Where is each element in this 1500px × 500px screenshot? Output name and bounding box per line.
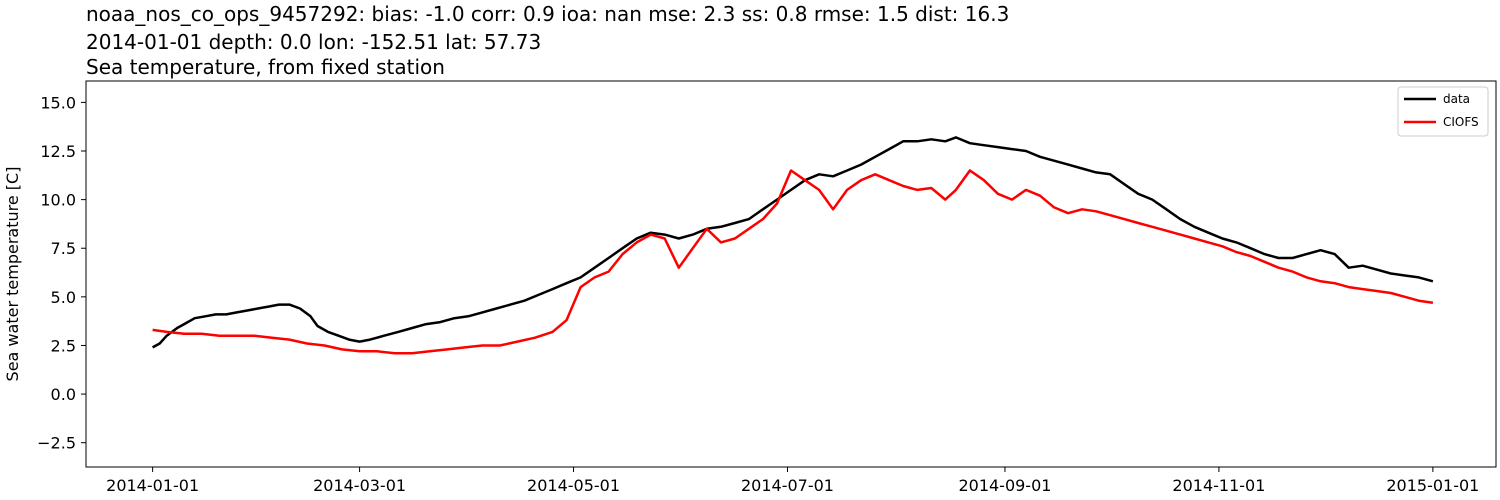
x-tick-label: 2014-05-01 [527,476,620,495]
y-tick-label: 12.5 [40,142,76,161]
y-axis-label: Sea water temperature [C] [3,167,22,382]
y-tick-label: 10.0 [40,191,76,210]
y-tick-label: 15.0 [40,93,76,112]
series-line-ciofs [152,169,1434,355]
x-tick-label: 2014-09-01 [958,476,1051,495]
chart-title-line-3: Sea temperature, from fixed station [86,55,445,79]
legend: data CIOFS [1397,86,1489,137]
y-tick-label: 2.5 [51,336,76,355]
x-axis: 2014-01-01 2014-03-01 2014-05-01 2014-07-01… [106,467,1479,495]
series-layer [151,136,1434,355]
y-tick-label: 5.0 [51,288,76,307]
series-line-data [151,136,1434,349]
y-tick-label: 7.5 [51,239,76,258]
legend-label-ciofs: CIOFS [1443,115,1479,129]
chart-title-line-2: 2014-01-01 depth: 0.0 lon: -152.51 lat: … [86,30,542,54]
legend-label-data: data [1443,92,1470,106]
y-axis: −2.5 0.0 2.5 5.0 7.5 10.0 12.5 15.0 [37,93,86,453]
y-tick-label: 0.0 [51,385,76,404]
x-tick-label: 2014-03-01 [313,476,406,495]
y-tick-label: −2.5 [37,434,76,453]
chart-title-line-1: noaa_nos_co_ops_9457292: bias: -1.0 corr… [86,2,1010,26]
plot-frame [85,80,1497,468]
x-tick-label: 2014-07-01 [741,476,834,495]
x-tick-label: 2014-11-01 [1172,476,1265,495]
x-tick-label: 2014-01-01 [106,476,199,495]
x-tick-label: 2015-01-01 [1386,476,1479,495]
